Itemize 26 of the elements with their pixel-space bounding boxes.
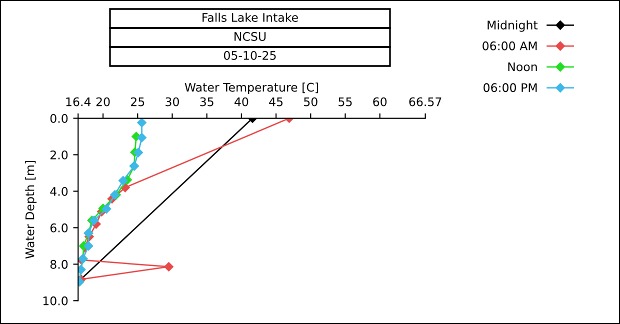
y-tick-label: 10.0 [43,296,68,306]
legend-label: 06:00 AM [482,41,537,50]
x-tick-label: 25 [130,97,144,106]
x-tick-label: 45 [269,97,283,106]
x-tick-label: 60 [373,97,387,106]
y-tick-label: 6.0 [50,223,68,232]
y-tick-label: 0.0 [50,114,68,123]
x-tick-label: 20 [96,97,110,106]
legend-label: Noon [508,62,537,72]
y-axis-title: Water Depth [m] [25,160,37,259]
x-tick-label: 30 [166,97,179,106]
x-tick-label: 50 [304,97,318,106]
text: 05-10-25 [224,50,276,60]
y-tick-label: 4.0 [50,186,68,196]
chart-subtitle: NCSU [234,32,266,41]
y-tick-label: 2.0 [50,150,68,160]
x-tick-label: 35 [200,97,214,106]
x-tick-label: 55 [338,97,352,106]
chart-title: Falls Lake Intake [202,12,298,22]
x-axis-title: Water Temperature [C] [184,82,318,94]
x-tick-label: 16.4 [66,97,91,106]
x-tick-label: 66.57 [409,97,442,106]
y-tick-label: 8.0 [50,260,68,269]
legend-label: Midnight [488,20,538,32]
x-tick-label: 40 [234,97,248,106]
legend-label: 06:00 PM [484,83,537,92]
